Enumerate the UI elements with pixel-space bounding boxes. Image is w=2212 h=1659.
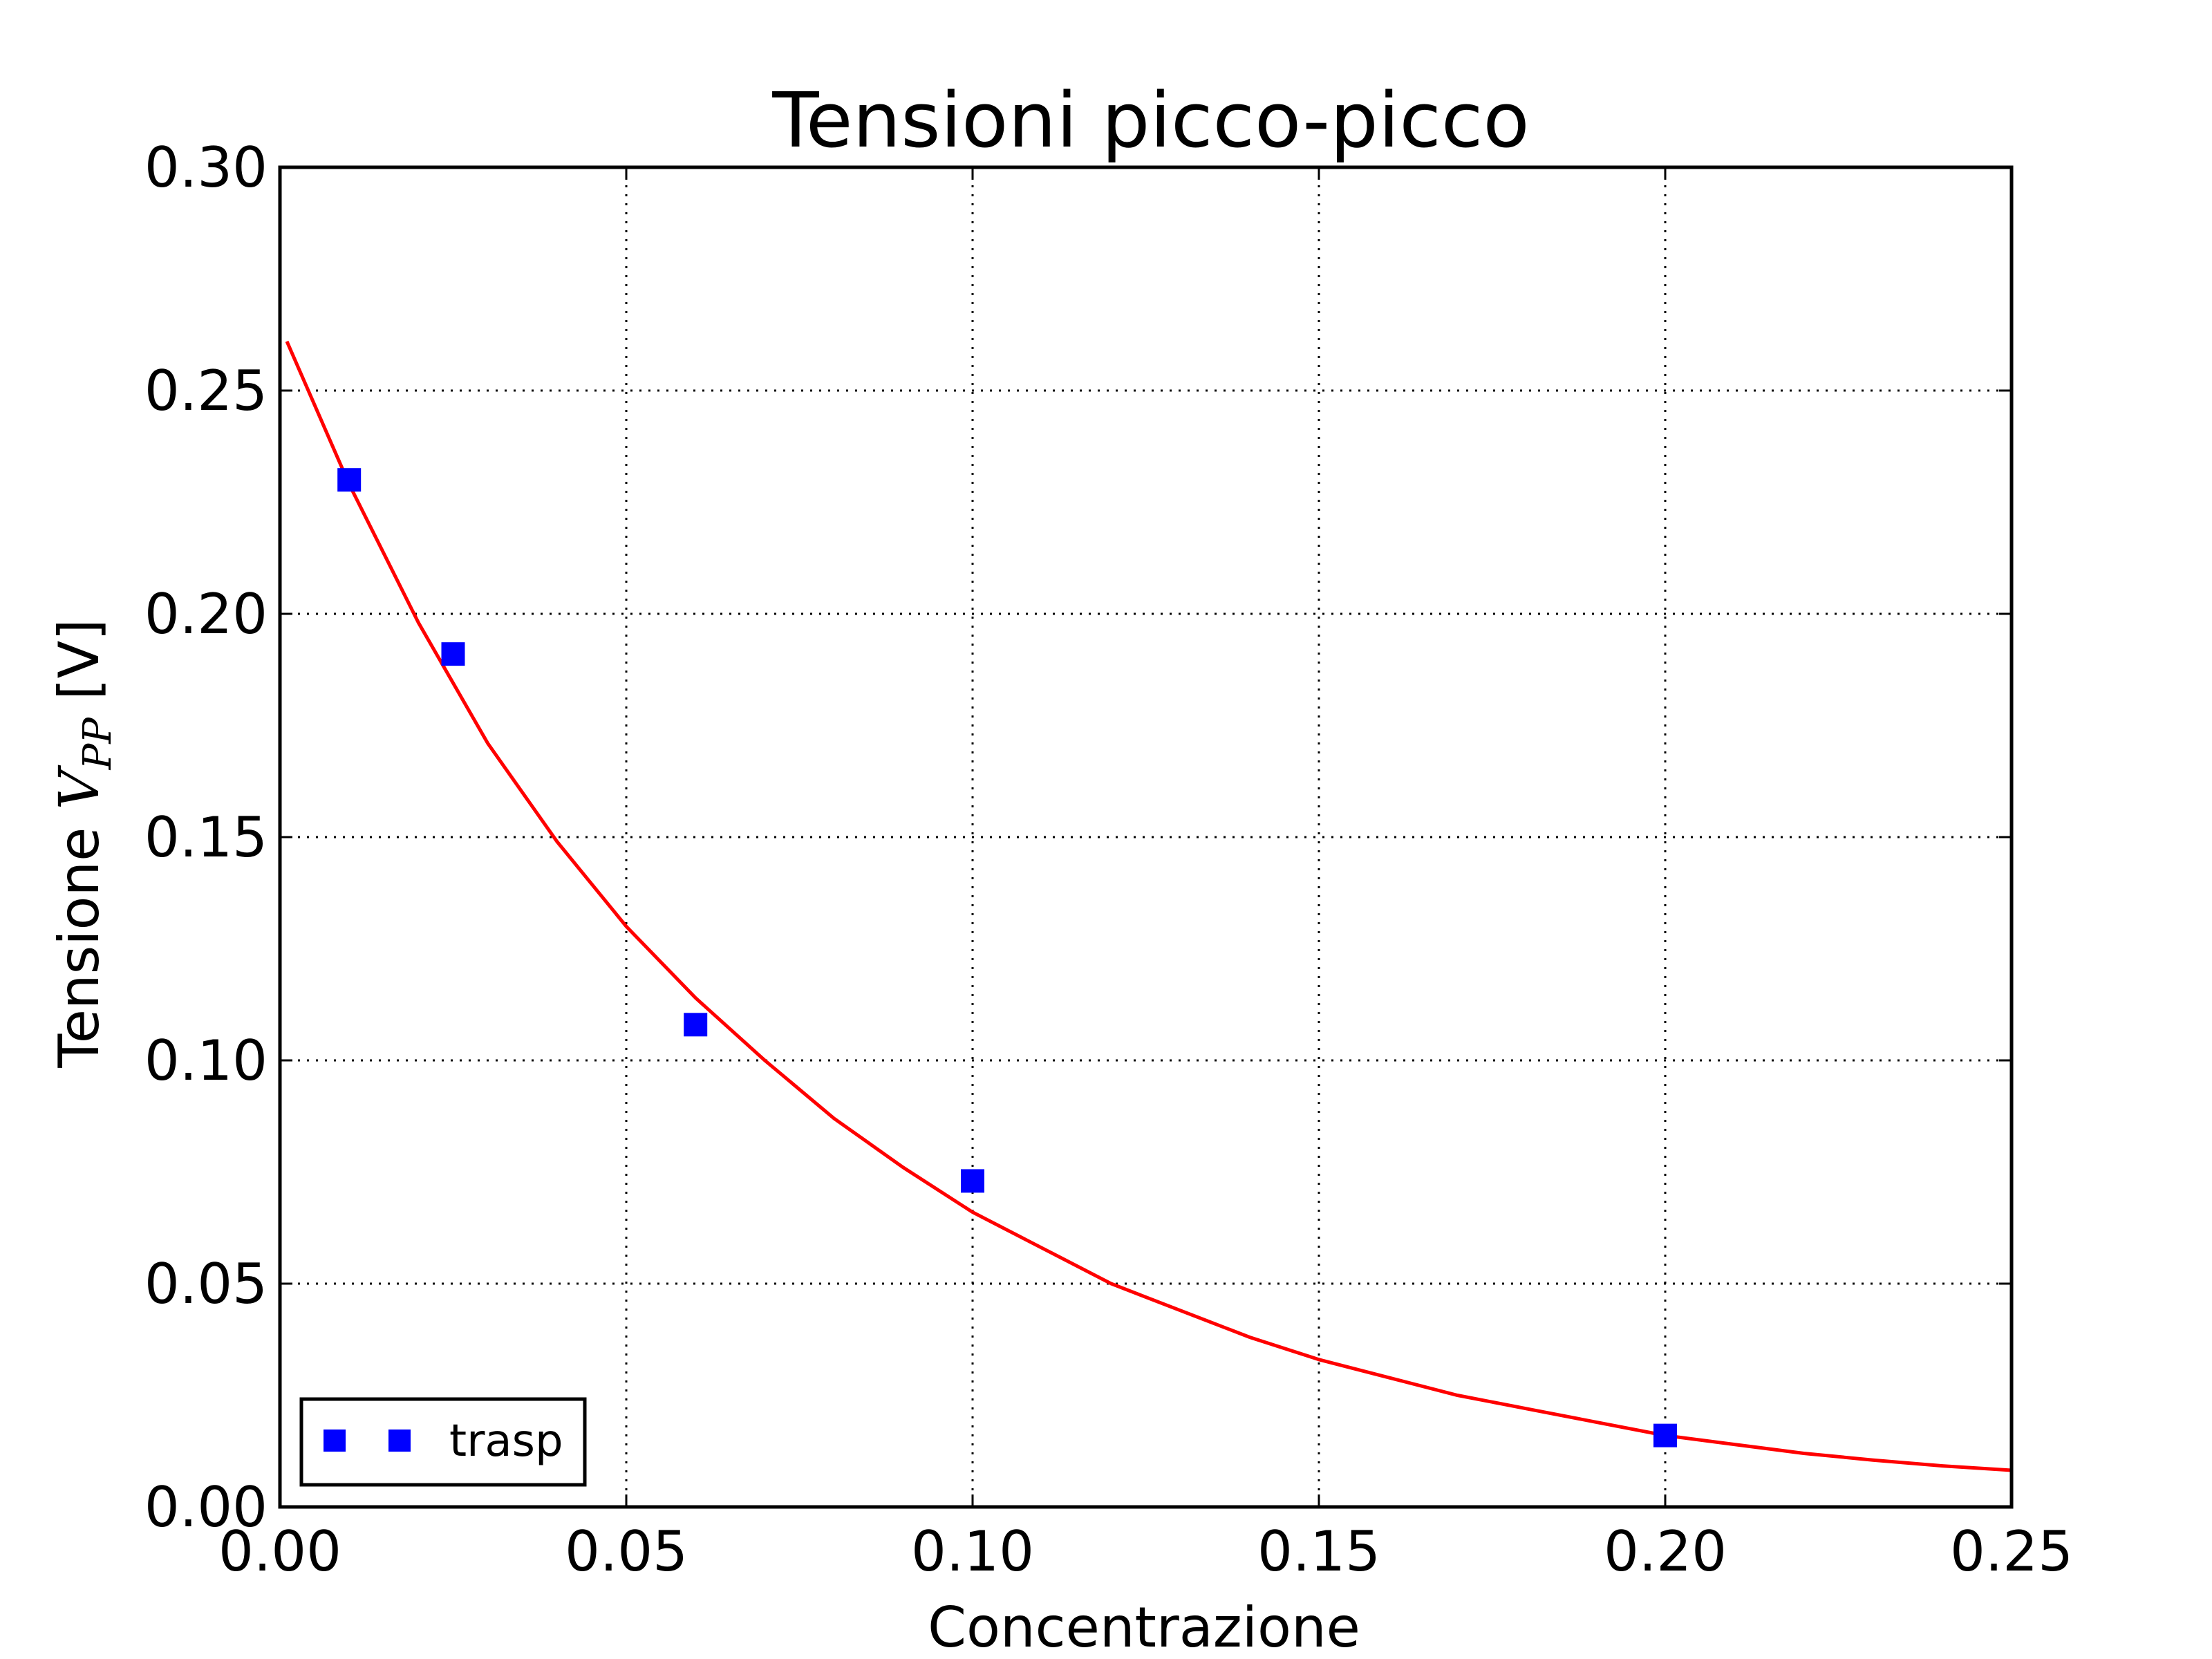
x-tick-label: 0.00 <box>218 1519 341 1584</box>
y-tick-label: 0.25 <box>144 359 268 423</box>
ticks: 0.00 0.05 0.10 0.15 0.20 0.25 0.00 0.05 0.10 0.15… <box>144 135 2073 1584</box>
y-axis-label-prefix: Tensione <box>47 809 111 1068</box>
legend: trasp <box>299 1397 587 1487</box>
y-axis-label-suffix: [V] <box>47 619 111 718</box>
y-tick-label: 0.05 <box>144 1252 268 1316</box>
data-point <box>337 468 362 492</box>
x-axis-label: Concentrazione <box>928 1595 1360 1659</box>
chart-title: Tensioni picco-picco <box>771 76 1529 165</box>
legend-marker-2 <box>388 1430 411 1452</box>
data-point <box>441 642 465 666</box>
legend-marker-1 <box>324 1430 346 1452</box>
x-tick-label: 0.10 <box>911 1519 1034 1584</box>
fit-curve <box>285 340 2012 1472</box>
x-tick-label: 0.05 <box>565 1519 688 1584</box>
y-axis-label: Tensione VPP [V] <box>47 619 120 1068</box>
fit-curve-layer <box>285 340 2012 1472</box>
y-tick-label: 0.00 <box>144 1475 268 1539</box>
y-axis-label-subscript: PP <box>75 717 120 771</box>
legend-box <box>299 1397 587 1487</box>
data-points-layer <box>337 468 1677 1447</box>
y-tick-label: 0.10 <box>144 1029 268 1093</box>
data-point <box>1653 1423 1677 1447</box>
legend-label-trasp: trasp <box>449 1416 563 1467</box>
data-point <box>684 1013 708 1037</box>
y-tick-label: 0.20 <box>144 582 268 646</box>
y-axis-label-symbol: V <box>47 765 111 809</box>
y-tick-label: 0.30 <box>144 135 268 200</box>
x-tick-label: 0.25 <box>1950 1519 2073 1584</box>
x-tick-label: 0.20 <box>1604 1519 1727 1584</box>
data-point <box>961 1169 984 1193</box>
y-tick-label: 0.15 <box>144 805 268 870</box>
x-tick-label: 0.15 <box>1257 1519 1380 1584</box>
